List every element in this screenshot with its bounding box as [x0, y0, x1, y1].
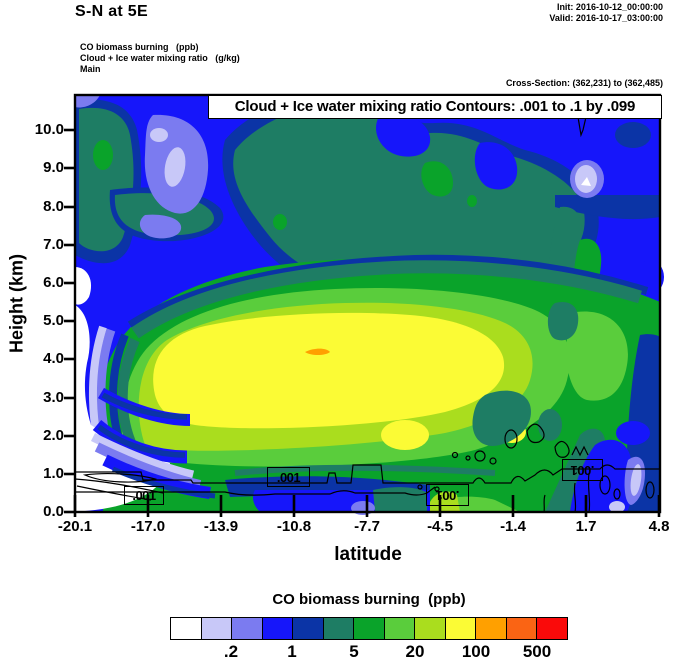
colorbar-tick-label: .2	[223, 642, 239, 661]
y-tick-label: 5.0	[43, 312, 64, 329]
y-tick-label: 10.0	[34, 121, 64, 138]
colorbar-cell	[536, 617, 569, 640]
y-tick-label: 2.0	[43, 427, 64, 444]
cross-section-plot	[64, 93, 664, 517]
cloud-contour-lines	[74, 116, 660, 513]
y-tick-label: 1.0	[43, 465, 64, 482]
field-legend: CO biomass burning (ppb) Cloud + Ice wat…	[80, 42, 240, 75]
colorbar-tick-label: 500	[522, 642, 552, 661]
run-timestamps: Init: 2016-10-12_00:00:00 Valid: 2016-10…	[549, 2, 663, 24]
y-tick-label: 7.0	[43, 236, 64, 253]
colorbar-cell	[383, 617, 416, 640]
contour-label-box: .001	[426, 484, 469, 506]
colorbar-cell	[414, 617, 446, 640]
legend-line-cloud: Cloud + Ice water mixing ratio (g/kg)	[80, 53, 240, 63]
x-tick-label: -17.0	[130, 518, 166, 535]
colorbar-tick-label: 5	[349, 642, 359, 661]
x-tick-label: -13.9	[203, 518, 239, 535]
init-timestamp: Init: 2016-10-12_00:00:00	[556, 2, 663, 12]
cross-section-label: Cross-Section: (362,231) to (362,485)	[505, 78, 663, 88]
inner-title-box: Cloud + Ice water mixing ratio Contours:…	[208, 95, 662, 119]
colorbar-cell	[292, 617, 324, 640]
x-tick-label: -7.7	[354, 518, 380, 535]
x-tick-label: -4.5	[427, 518, 453, 535]
legend-line-main: Main	[80, 64, 101, 74]
contour-label-box: .001	[562, 459, 603, 481]
y-tick-label: 6.0	[43, 274, 64, 291]
colorbar-tick-label: 20	[405, 642, 425, 661]
colorbar-cell	[475, 617, 508, 640]
y-tick-label: 4.0	[43, 350, 64, 367]
contour-label: .001	[276, 469, 301, 485]
y-tick-label: 9.0	[43, 159, 64, 176]
colorbar-cell	[353, 617, 385, 640]
colorbar-cell	[170, 617, 202, 640]
colorbar-tick-label: 100	[461, 642, 491, 661]
colorbar-cells	[170, 617, 569, 640]
colorbar-cell	[231, 617, 263, 640]
colorbar-cell	[444, 617, 477, 640]
colorbar-tick-label: 1	[287, 642, 297, 661]
contour-label: .001	[132, 488, 156, 503]
colorbar-cell	[505, 617, 538, 640]
x-tick-label: 1.7	[575, 518, 597, 535]
contour-label-box: .001	[267, 467, 310, 487]
contour-label: .001	[435, 487, 460, 503]
colorbar-cell	[261, 617, 294, 640]
valid-timestamp: Valid: 2016-10-17_03:00:00	[549, 13, 663, 23]
contour-label-box: .001	[124, 486, 164, 505]
contour-field-svg	[64, 93, 664, 517]
y-tick-label: 0.0	[43, 503, 64, 520]
colorbar-title: CO biomass burning (ppb)	[272, 591, 466, 608]
legend-line-co: CO biomass burning (ppb)	[80, 42, 199, 52]
page-title: S-N at 5E	[75, 3, 148, 20]
y-tick-label: 3.0	[43, 389, 64, 406]
x-axis-title: latitude	[334, 544, 402, 565]
y-tick-label: 8.0	[43, 198, 64, 215]
colorbar-cell	[200, 617, 233, 640]
x-tick-label: -1.4	[500, 518, 526, 535]
colorbar-cell	[322, 617, 355, 640]
x-tick-label: -20.1	[57, 518, 93, 535]
x-tick-label: -10.8	[276, 518, 312, 535]
x-tick-label: 4.8	[648, 518, 670, 535]
contour-label: .001	[570, 462, 595, 478]
